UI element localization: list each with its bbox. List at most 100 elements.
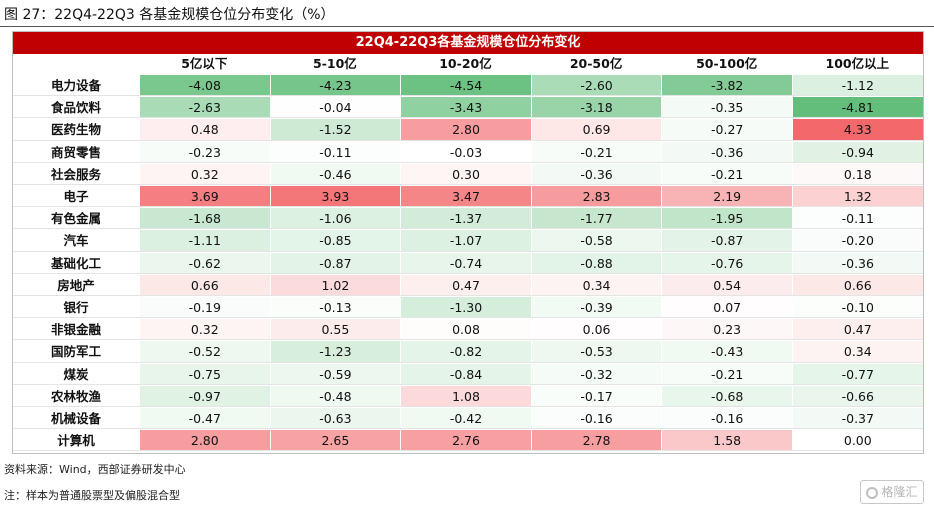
value-cell: 3.93 [269, 186, 401, 208]
row-separator [13, 272, 923, 274]
row-label: 银行 [13, 297, 139, 319]
table-row: 煤炭 -0.75 -0.59 -0.84 -0.32 -0.21 -0.77 [13, 362, 923, 385]
table-title: 22Q4-22Q3各基金规模仓位分布变化 [13, 32, 923, 54]
value-cell: 0.32 [139, 163, 270, 185]
row-separator [13, 95, 923, 97]
value-cell: -0.27 [661, 119, 792, 141]
value-cell: 2.83 [530, 186, 662, 208]
row-label: 有色金属 [13, 208, 139, 230]
value-cell: -1.52 [269, 119, 401, 141]
value-cell: 2.65 [269, 430, 401, 452]
value-cell: -2.63 [139, 97, 270, 119]
value-cell: 2.80 [400, 119, 531, 141]
row-label: 农林牧渔 [13, 385, 139, 407]
row-separator [13, 317, 923, 319]
sample-note: 注：样本为普通股票型及偏股混合型 [4, 489, 180, 502]
table-row: 农林牧渔 -0.97 -0.48 1.08 -0.17 -0.68 -0.66 [13, 384, 923, 407]
watermark-text: 格隆汇 [881, 485, 918, 499]
row-separator [13, 206, 923, 208]
row-separator [13, 161, 923, 163]
value-cell: 0.06 [530, 319, 662, 341]
value-cell: -3.82 [661, 75, 792, 97]
value-cell: 0.47 [400, 274, 531, 296]
watermark-badge: 格隆汇 [860, 480, 924, 504]
column-header: 100亿以上 [825, 56, 890, 71]
value-cell: -3.43 [400, 97, 531, 119]
row-separator [13, 406, 923, 407]
value-cell: -0.77 [792, 363, 923, 385]
value-cell: 0.18 [792, 163, 923, 185]
value-cell: -0.84 [400, 363, 531, 385]
heatmap-table: 22Q4-22Q3各基金规模仓位分布变化 5亿以下 5-10亿 10-20亿 20-5… [12, 31, 924, 454]
row-label: 食品饮料 [13, 97, 139, 119]
column-header: 50-100亿 [696, 56, 758, 71]
watermark-logo-icon [866, 487, 879, 499]
figure-title: 图 27：22Q4-22Q3 各基金规模仓位分布变化（%） [4, 7, 335, 23]
value-cell: -1.77 [530, 208, 662, 230]
value-cell: 0.08 [400, 319, 531, 341]
row-label: 商贸零售 [13, 141, 139, 163]
value-cell: -0.52 [139, 341, 270, 363]
value-cell: 2.19 [661, 186, 792, 208]
value-cell: 0.66 [139, 274, 270, 296]
value-cell: 0.47 [792, 319, 923, 341]
row-label: 电子 [13, 186, 139, 208]
value-cell: 0.07 [661, 297, 792, 319]
row-separator [13, 139, 923, 141]
table-row: 有色金属 -1.68 -1.06 -1.37 -1.77 -1.95 -0.11 [13, 207, 923, 230]
value-cell: -0.46 [269, 163, 401, 185]
value-cell: -0.43 [661, 341, 792, 363]
row-label: 汽车 [13, 230, 139, 252]
value-cell: -0.11 [269, 141, 401, 163]
value-cell: -0.35 [661, 97, 792, 119]
value-cell: -0.23 [139, 141, 270, 163]
row-separator [13, 295, 923, 296]
value-cell: -0.82 [400, 341, 531, 363]
table-row: 医药生物 0.48 -1.52 2.80 0.69 -0.27 4.33 [13, 118, 923, 141]
table-row: 食品饮料 -2.63 -0.04 -3.43 -3.18 -0.35 -4.81 [13, 96, 923, 119]
value-cell: 0.48 [139, 119, 270, 141]
value-cell: 0.30 [400, 163, 531, 185]
value-cell: 0.55 [269, 319, 401, 341]
value-cell: -1.68 [139, 208, 270, 230]
value-cell: -0.21 [530, 141, 662, 163]
table-row: 社会服务 0.32 -0.46 0.30 -0.36 -0.21 0.18 [13, 162, 923, 185]
value-cell: -0.74 [400, 252, 531, 274]
value-cell: 1.02 [269, 274, 401, 296]
value-cell: -0.16 [530, 408, 662, 430]
value-cell: 2.76 [400, 430, 531, 452]
value-cell: -0.13 [269, 297, 401, 319]
value-cell: -0.94 [792, 141, 923, 163]
row-separator [13, 361, 923, 363]
value-cell: -0.11 [792, 208, 923, 230]
value-cell: -0.87 [661, 230, 792, 252]
value-cell: -4.81 [792, 97, 923, 119]
table-body: 电力设备 -4.08 -4.23 -4.54 -2.60 -3.82 -1.12 食品饮料 -2… [13, 74, 923, 452]
value-cell: -2.60 [530, 75, 662, 97]
table-row: 电子 3.69 3.93 3.47 2.83 2.19 1.32 [13, 185, 923, 208]
value-cell: -0.03 [400, 141, 531, 163]
value-cell: -0.58 [530, 230, 662, 252]
value-cell: -0.04 [269, 97, 401, 119]
value-cell: 0.69 [530, 119, 662, 141]
table-row: 基础化工 -0.62 -0.87 -0.74 -0.88 -0.76 -0.36 [13, 251, 923, 274]
value-cell: -0.75 [139, 363, 270, 385]
value-cell: -0.48 [269, 385, 401, 407]
value-cell: 4.33 [792, 119, 923, 141]
row-label: 非银金融 [13, 319, 139, 341]
value-cell: -0.88 [530, 252, 662, 274]
value-cell: -0.17 [530, 385, 662, 407]
table-row: 商贸零售 -0.23 -0.11 -0.03 -0.21 -0.36 -0.94 [13, 140, 923, 163]
column-header: 5亿以下 [181, 56, 228, 71]
column-header-row: 5亿以下 5-10亿 10-20亿 20-50亿 50-100亿 100亿以上 [13, 54, 923, 74]
row-separator [13, 184, 923, 185]
value-cell: -0.47 [139, 408, 270, 430]
value-cell: -4.08 [139, 75, 270, 97]
value-cell: -4.23 [269, 75, 401, 97]
value-cell: 0.34 [792, 341, 923, 363]
table-row: 银行 -0.19 -0.13 -1.30 -0.39 0.07 -0.10 [13, 296, 923, 319]
value-cell: 2.80 [139, 430, 270, 452]
row-separator [13, 339, 923, 341]
row-separator [13, 250, 923, 252]
column-header: 10-20亿 [439, 56, 492, 71]
